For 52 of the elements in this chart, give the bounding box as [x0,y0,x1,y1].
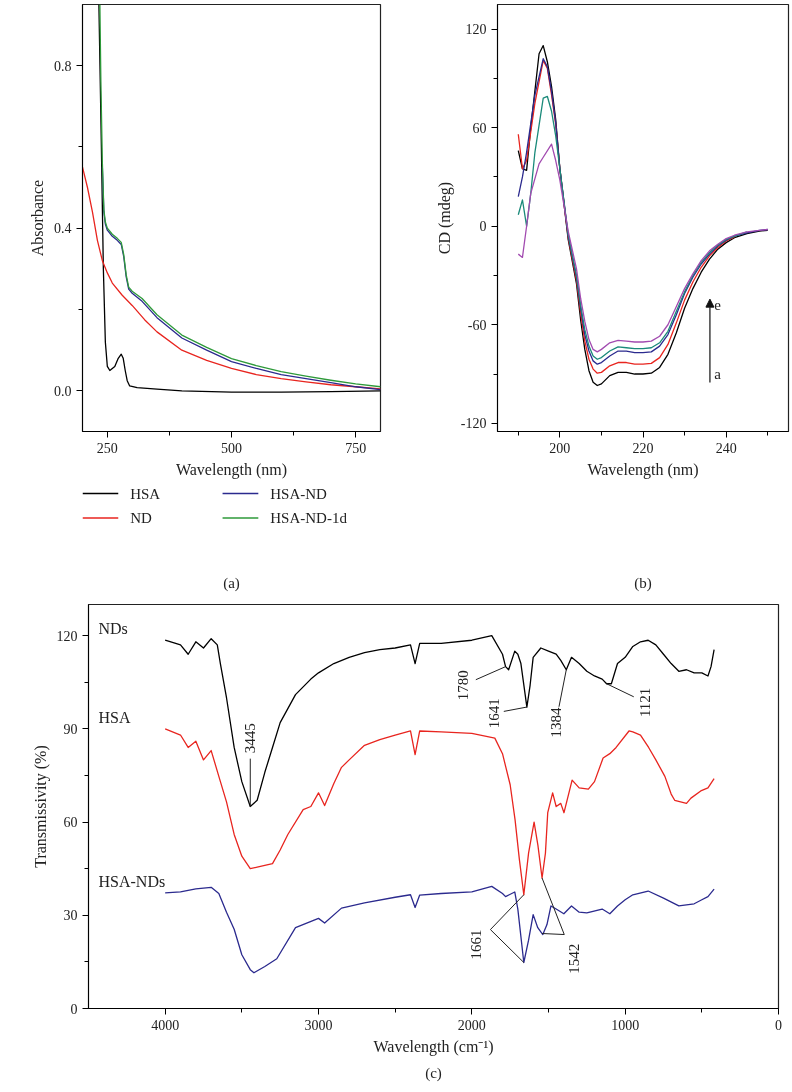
x-tick-label: 220 [632,440,654,456]
y-tick-label: 0.8 [54,58,72,74]
y-tick-label: 30 [63,908,78,924]
annotation: 1121 [637,687,654,718]
legend-label: HSA [130,485,161,502]
y-axis-title: Absorbance [29,179,46,257]
x-tick-label: 200 [549,440,571,456]
line-series [164,885,715,974]
x-tick-label: 240 [715,440,737,456]
x-tick-label: 2000 [457,1017,486,1033]
x-axis-title: Wavelength (nm) [587,460,699,479]
text: (a) [223,574,240,592]
x-tick-label: 0 [775,1017,782,1033]
annotation: a [714,365,722,382]
y-tick-label: -120 [460,416,487,432]
legend-label: HSA-ND [270,485,328,502]
annotation: 1661 [468,929,485,960]
series-label: HSA-NDs [98,872,166,890]
x-tick-label: 4000 [151,1017,180,1033]
text: NDs [98,620,128,638]
x-tick-label: 500 [221,440,242,456]
annotation: 1641 [485,698,502,729]
annotation: 1542 [565,943,582,974]
x-tick-label: 250 [96,440,118,456]
legend-label: HSA-ND-1d [270,509,348,526]
annotation: e [714,297,722,314]
legend-label: ND [130,509,153,526]
x-axis-title: Wavelength (nm) [175,460,288,479]
line-series [517,143,769,353]
y-axis-title: CD (mdeg) [435,181,454,255]
annotation: 1780 [455,670,472,701]
y-tick-label: 0.0 [54,383,72,399]
y-tick-label: 0 [479,219,487,235]
x-tick-label: 750 [345,440,367,456]
x-tick-label: 3000 [304,1017,333,1033]
x-axis-title: Wavelength (cm⁻¹) [373,1037,494,1056]
y-tick-label: 60 [472,120,487,136]
y-tick-label: 90 [63,721,78,737]
y-axis-title: Transmissivity (%) [31,745,50,868]
y-tick-label: 120 [56,628,78,644]
y-tick-label: -60 [467,317,487,333]
y-tick-label: 0.4 [54,221,72,237]
text: HSA [98,708,131,726]
text: (c) [425,1064,442,1082]
annotation: 3445 [242,723,259,754]
text: (b) [634,574,652,592]
annotation: 1384 [547,707,564,738]
x-tick-label: 1000 [611,1017,640,1033]
line-series [164,634,715,808]
y-tick-label: 0 [70,1001,78,1017]
y-tick-label: 60 [63,815,78,831]
y-tick-label: 120 [465,22,487,38]
